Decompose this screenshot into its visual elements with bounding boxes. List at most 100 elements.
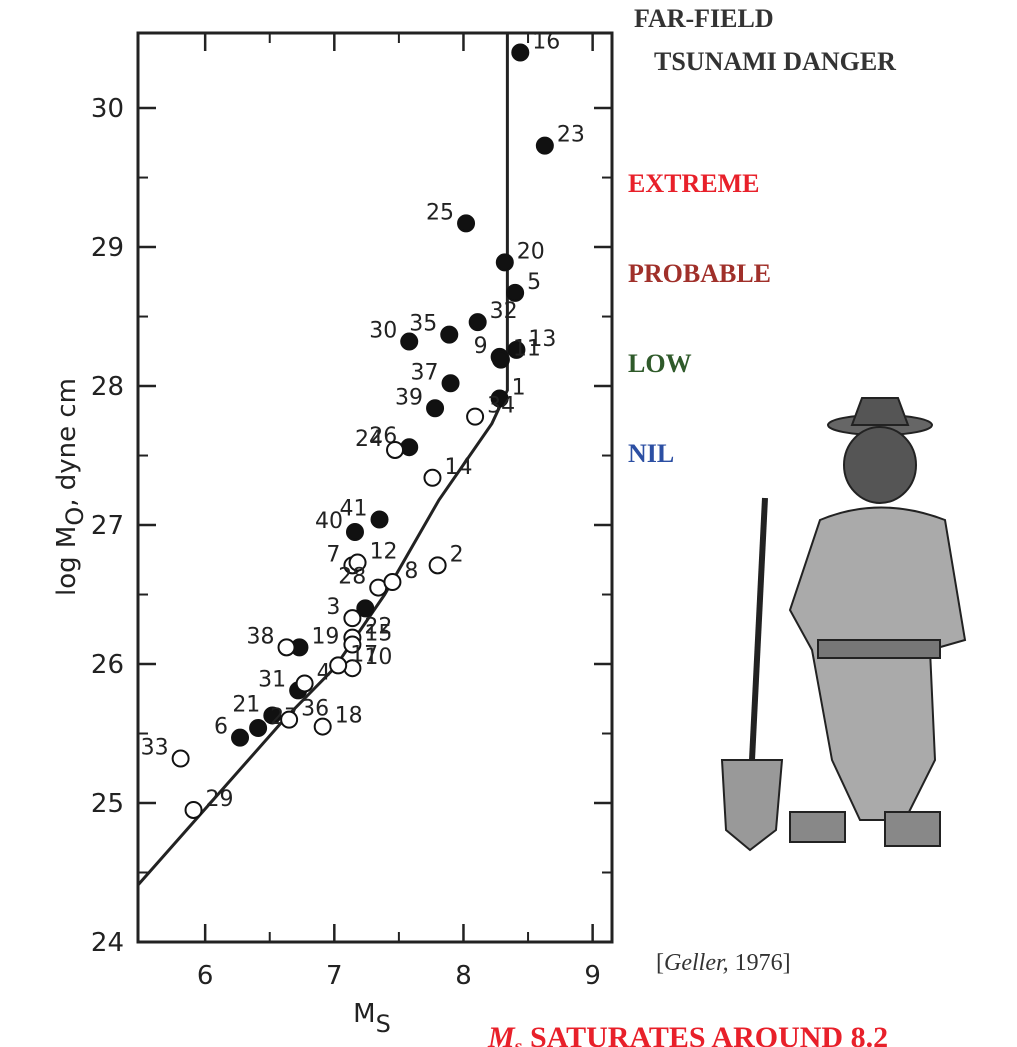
point-label: 3 (326, 595, 340, 620)
point-label: 40 (315, 509, 343, 534)
filled-point (263, 706, 282, 725)
point-label: 28 (338, 565, 366, 590)
point-label: 2 (450, 542, 464, 567)
y-label: log M (52, 526, 82, 596)
bear-body (788, 506, 967, 821)
danger-title: FAR-FIELD (634, 4, 774, 33)
belt (817, 639, 941, 659)
open-point (386, 440, 405, 459)
filled-point (491, 350, 510, 369)
point-label: 7 (326, 542, 340, 567)
filled-point (400, 438, 419, 457)
point-label: 10 (364, 645, 392, 670)
filled-point (506, 283, 525, 302)
point-label: 33 (141, 736, 169, 761)
x-tick-label: 6 (197, 961, 214, 991)
filled-point (400, 332, 419, 351)
y-tick-label: 29 (91, 233, 124, 263)
point-label: 39 (395, 385, 423, 410)
filled-point (511, 43, 530, 62)
point-label: 36 (301, 697, 329, 722)
shovel-handle (749, 497, 768, 761)
open-point (423, 468, 442, 487)
citation: [Geller, 1976] (656, 950, 791, 976)
open-point (280, 710, 299, 729)
y-tick-label: 25 (91, 789, 124, 819)
footer-text: SATURATES AROUND 8.2 (522, 1021, 888, 1047)
point-label: 30 (369, 319, 397, 344)
open-point (466, 407, 485, 426)
x-tick-label: 7 (326, 961, 343, 991)
footer: Ms SATURATES AROUND 8.2 (487, 1021, 888, 1047)
bear-head (843, 426, 917, 504)
open-point (295, 674, 314, 693)
point-label: 37 (411, 360, 439, 385)
citation-year: 1976] (729, 950, 791, 976)
x-label-sub: S (376, 1010, 391, 1038)
point-label: 31 (258, 667, 286, 692)
open-point (184, 800, 203, 819)
x-axis-label: MS (353, 999, 391, 1038)
point-label: 24 (355, 427, 383, 452)
bear-illustration (720, 397, 967, 852)
open-point (171, 749, 190, 768)
x-tick-label: 9 (584, 961, 601, 991)
point-label: 19 (311, 624, 339, 649)
open-point (343, 609, 362, 628)
open-point (383, 573, 402, 592)
open-point (343, 635, 362, 654)
point-label: 32 (490, 299, 518, 324)
filled-point (249, 718, 268, 737)
foot (789, 811, 846, 843)
point-label: 6 (214, 715, 228, 740)
y-label-rest: , dyne cm (52, 378, 82, 507)
danger-level: NIL (628, 439, 674, 468)
point-label: 4 (317, 660, 331, 685)
citation-author: Geller, (664, 950, 729, 976)
danger-level: EXTREME (628, 169, 759, 198)
footer-m: M (487, 1021, 516, 1047)
citation-open: [ (656, 950, 664, 976)
point-label: 25 (426, 200, 454, 225)
danger-level: PROBABLE (628, 259, 771, 288)
point-label: 15 (364, 622, 392, 647)
point-label: 13 (528, 327, 556, 352)
point-label: 8 (404, 559, 418, 584)
point-label: 29 (206, 787, 234, 812)
y-tick-label: 27 (91, 511, 124, 541)
point-label: 18 (335, 704, 363, 729)
point-label: 11 (513, 337, 541, 362)
filled-point (507, 340, 526, 359)
y-tick-label: 24 (91, 928, 124, 958)
point-label: 41 (340, 496, 368, 521)
y-axis-label: log MO, dyne cm (52, 378, 89, 596)
danger-title: TSUNAMI DANGER (654, 47, 896, 76)
y-label-sub: O (61, 507, 89, 526)
filled-point (457, 214, 476, 233)
x-tick-label: 8 (455, 961, 472, 991)
filled-point (231, 728, 250, 747)
point-label: 22 (364, 615, 392, 640)
open-point (329, 656, 348, 675)
point-label: 35 (409, 312, 437, 337)
point-label: 20 (517, 239, 545, 264)
point-label: 12 (370, 540, 398, 565)
filled-point (468, 313, 487, 332)
footer-sub: s (515, 1036, 523, 1047)
filled-point (440, 325, 459, 344)
danger-level: LOW (628, 349, 692, 378)
open-point (277, 638, 296, 657)
filled-point (495, 253, 514, 272)
point-label: 21 (232, 692, 260, 717)
point-label: 34 (487, 394, 515, 419)
filled-point (441, 374, 460, 393)
open-point (428, 556, 447, 575)
point-label: 5 (527, 270, 541, 295)
hat-crown (850, 397, 910, 426)
point-label: 38 (247, 624, 275, 649)
filled-point (370, 510, 389, 529)
filled-point (356, 599, 375, 618)
shovel-blade (720, 759, 784, 852)
open-point (348, 553, 367, 572)
